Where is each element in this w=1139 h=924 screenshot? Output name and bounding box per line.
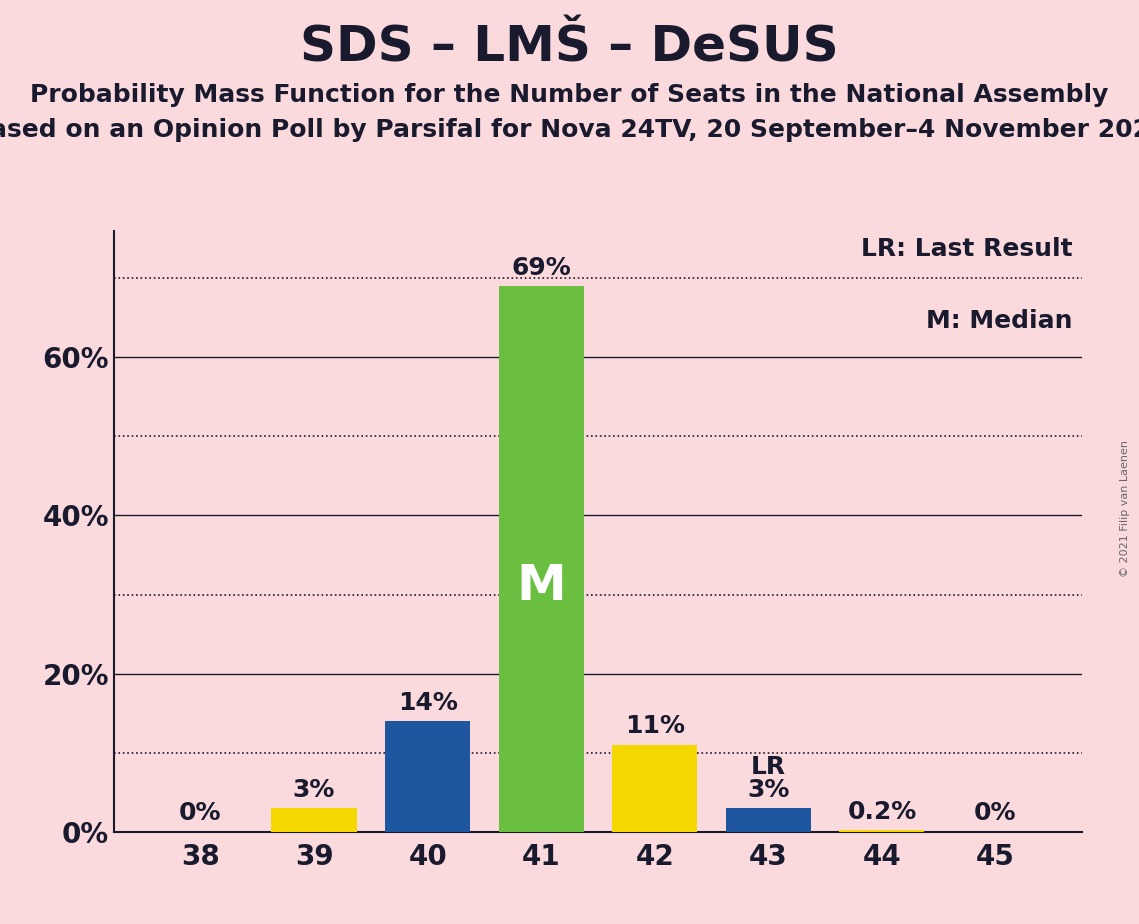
Text: LR: LR (751, 756, 786, 780)
Text: © 2021 Filip van Laenen: © 2021 Filip van Laenen (1120, 440, 1130, 577)
Bar (385, 721, 470, 832)
Bar (839, 830, 925, 832)
Text: 3%: 3% (747, 778, 789, 801)
Bar (726, 808, 811, 832)
Text: 11%: 11% (625, 714, 685, 738)
Text: 0%: 0% (179, 801, 222, 825)
Text: Probability Mass Function for the Number of Seats in the National Assembly: Probability Mass Function for the Number… (31, 83, 1108, 107)
Text: 3%: 3% (293, 778, 335, 801)
Text: 0.2%: 0.2% (847, 799, 917, 823)
Bar (271, 808, 357, 832)
Text: LR: Last Result: LR: Last Result (861, 237, 1073, 261)
Text: 0%: 0% (974, 801, 1017, 825)
Bar (499, 286, 584, 832)
Text: 14%: 14% (398, 690, 458, 714)
Text: M: M (516, 562, 566, 610)
Text: Based on an Opinion Poll by Parsifal for Nova 24TV, 20 September–4 November 2021: Based on an Opinion Poll by Parsifal for… (0, 118, 1139, 142)
Text: SDS – LMŠ – DeSUS: SDS – LMŠ – DeSUS (301, 23, 838, 71)
Text: M: Median: M: Median (926, 309, 1073, 333)
Text: 69%: 69% (511, 256, 571, 280)
Bar (612, 745, 697, 832)
